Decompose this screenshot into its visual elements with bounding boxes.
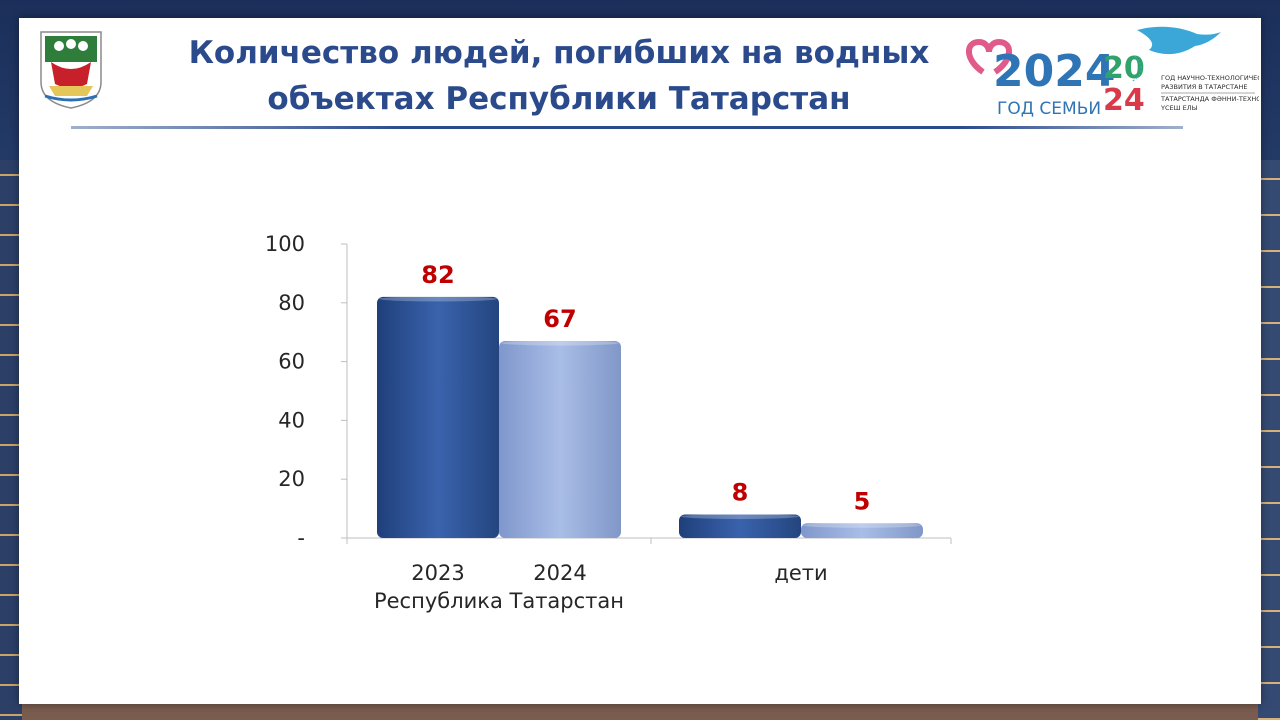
- slide: Количество людей, погибших на водных объ…: [19, 18, 1261, 704]
- x-category-label: 2024: [533, 561, 586, 585]
- logo-year-text: 2024: [993, 46, 1115, 97]
- heart-icon: [966, 38, 1012, 75]
- bar-highlight: [501, 340, 619, 346]
- bar: [377, 296, 499, 538]
- y-tick-label: -: [297, 526, 305, 550]
- data-label: 5: [854, 487, 871, 515]
- bird-icon: [1137, 26, 1221, 55]
- page-title: Количество людей, погибших на водных объ…: [188, 35, 930, 117]
- background-city-left: [0, 160, 22, 720]
- background-city-right: [1258, 160, 1280, 720]
- bar: [801, 523, 923, 538]
- data-label: 8: [732, 478, 749, 506]
- bar-highlight: [379, 296, 497, 302]
- logo-tech-line3: ТАТАРСТАНДА ФӘННИ-ТЕХНОЛОГИК: [1160, 95, 1259, 103]
- year-of-family-logo: 2024 ГОД СЕМЬИ 20 24 ГОД НАУЧНО-ТЕХНОЛОГ…: [966, 26, 1259, 119]
- logo-tech-year-bottom: 24: [1103, 83, 1145, 118]
- x-category-label: 2023: [411, 561, 464, 585]
- data-label: 67: [543, 305, 576, 333]
- y-tick-label: 60: [278, 350, 305, 374]
- bar: [499, 341, 621, 538]
- logo-tech-year-top: 20: [1103, 51, 1145, 86]
- logo-family-text: ГОД СЕМЬИ: [997, 99, 1101, 119]
- title-divider: [71, 126, 1183, 129]
- x-group-label: Республика Татарстан: [374, 589, 624, 613]
- bar-chart: - 20 40 60 80 100 82 2023 67 2024 Республика Татар…: [265, 232, 952, 613]
- y-tick-label: 80: [278, 291, 305, 315]
- logo-tech-line1: ГОД НАУЧНО-ТЕХНОЛОГИЧЕСКОГО: [1161, 74, 1259, 82]
- y-tick-label: 40: [278, 408, 305, 432]
- bar-highlight: [681, 513, 799, 519]
- bar-highlight: [803, 522, 921, 528]
- coat-of-arms-icon: [40, 31, 102, 109]
- logo-tech-line4: ҮСЕШ ЕЛЫ: [1160, 104, 1198, 112]
- data-label: 82: [421, 261, 454, 289]
- y-tick-label: 100: [265, 232, 305, 256]
- x-group-label: дети: [774, 561, 827, 585]
- bar: [679, 514, 801, 538]
- logo-tech-line2: РАЗВИТИЯ В ТАТАРСТАНЕ: [1161, 83, 1248, 91]
- y-tick-label: 20: [278, 467, 305, 491]
